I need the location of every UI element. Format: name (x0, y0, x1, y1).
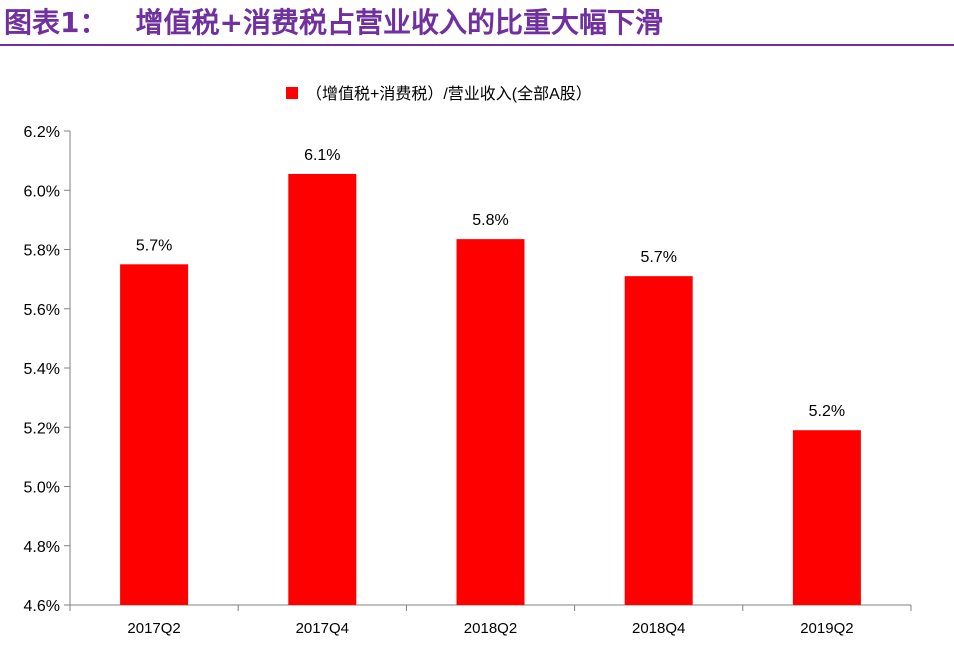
legend: （增值税+消费税）/营业收入(全部A股） (286, 85, 592, 103)
x-axis: 2017Q2 2017Q4 2018Q2 2018Q4 2019Q2 (69, 604, 912, 637)
x-tick-label: 2017Q4 (296, 620, 349, 637)
data-label: 6.1% (304, 147, 340, 164)
y-tick-label: 6.2% (24, 124, 60, 141)
title-underline (0, 44, 954, 46)
y-tick-label: 4.8% (24, 539, 60, 556)
y-axis: 4.6% 4.8% 5.0% 5.2% 5.4% 5.6% 5.8% 6.0% 6.2% (24, 124, 71, 615)
bar-2018Q2 (456, 239, 525, 605)
y-tick-label: 4.6% (24, 598, 60, 615)
x-tick-label: 2018Q2 (464, 620, 517, 637)
bars: 5.7% 6.1% 5.8% 5.7% 5.2% (120, 147, 861, 606)
x-tick-label: 2018Q4 (632, 620, 685, 637)
figure-header: 图表1： 增值税+消费税占营业收入的比重大幅下滑 (0, 0, 954, 46)
y-tick-label: 6.0% (24, 183, 60, 200)
legend-label: （增值税+消费税）/营业收入(全部A股） (306, 85, 592, 103)
y-tick-label: 5.2% (24, 420, 60, 437)
bar-2017Q2 (120, 264, 189, 605)
data-label: 5.2% (809, 403, 845, 420)
data-label: 5.7% (136, 237, 172, 254)
bar-2017Q4 (288, 173, 357, 606)
figure-title: 图表1： 增值税+消费税占营业收入的比重大幅下滑 (4, 6, 663, 40)
data-label: 5.7% (640, 249, 676, 266)
figure-number: 图表1： (4, 6, 108, 39)
x-tick-label: 2019Q2 (800, 620, 853, 637)
bar-2019Q2 (792, 430, 861, 605)
y-tick-label: 5.8% (24, 243, 60, 260)
y-tick-label: 5.4% (24, 361, 60, 378)
data-label: 5.8% (472, 212, 508, 229)
y-tick-label: 5.0% (24, 480, 60, 497)
figure-title-text: 增值税+消费税占营业收入的比重大幅下滑 (135, 6, 663, 39)
bar-2018Q4 (624, 276, 693, 605)
y-tick-label: 5.6% (24, 302, 60, 319)
legend-swatch (286, 87, 298, 99)
x-tick-label: 2017Q2 (127, 620, 180, 637)
